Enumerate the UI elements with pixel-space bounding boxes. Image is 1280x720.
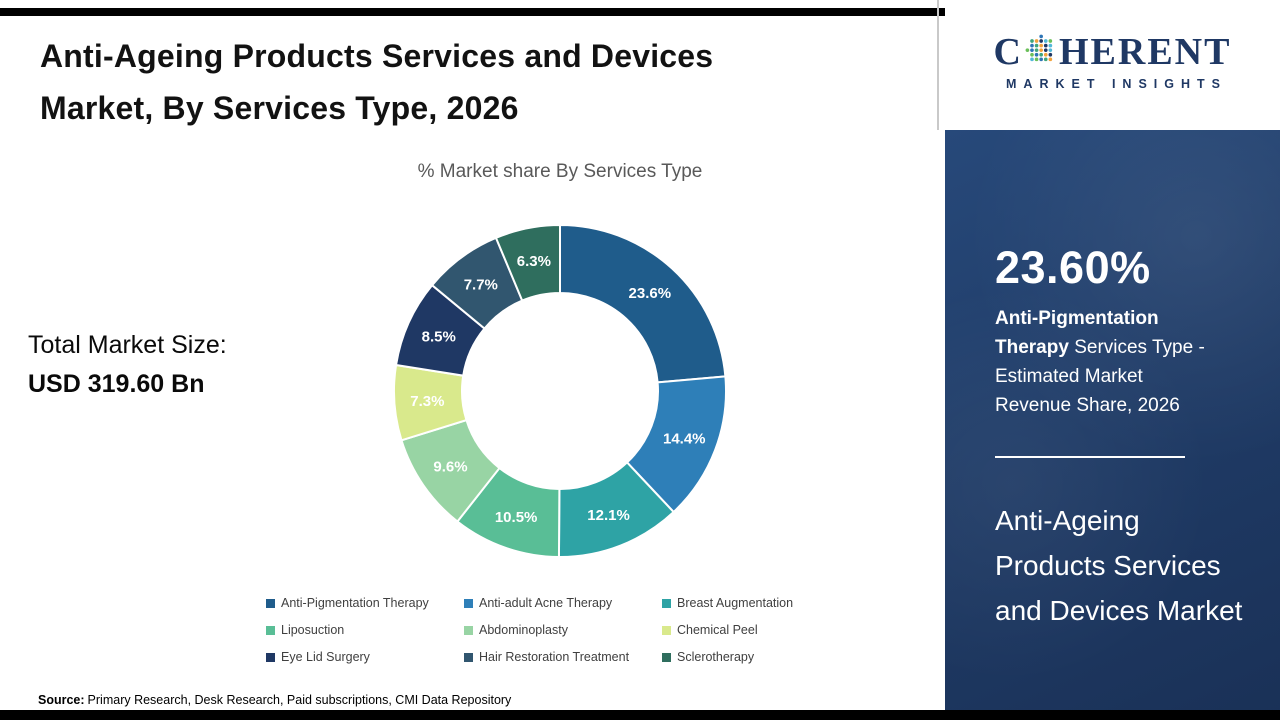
page-title-line1: Anti-Ageing Products Services and Device… — [40, 38, 714, 74]
sidebar-panel: C HERENT MARKET INSIGHTS 23.60% Anti-Pigm… — [937, 0, 1280, 720]
donut-label-3: 12.1% — [587, 507, 630, 524]
donut-label-1: 23.6% — [629, 285, 672, 302]
logo-text-start: C — [993, 31, 1023, 73]
brand-wordmark: C HERENT — [945, 32, 1280, 72]
stat-rest: Services Type - Estimated Market Revenue… — [995, 337, 1205, 416]
legend-item-2: Anti-adult Acne Therapy — [464, 596, 662, 610]
donut-segment-9 — [494, 223, 561, 302]
market-name: Anti-Ageing Products Services and Device… — [995, 505, 1243, 626]
legend-swatch-6 — [662, 625, 671, 635]
legend-label-6: Chemical Peel — [677, 623, 758, 637]
brand-logo: C HERENT MARKET INSIGHTS — [945, 0, 1280, 130]
legend-swatch-8 — [464, 652, 473, 662]
legend-swatch-3 — [662, 598, 671, 608]
brand-tagline: MARKET INSIGHTS — [1006, 77, 1227, 91]
coherent-globe-icon — [1024, 33, 1058, 67]
legend-swatch-9 — [662, 652, 671, 662]
chart-legend: Anti-Pigmentation Therapy Anti-adult Acne… — [266, 596, 860, 664]
source-note: Source: Primary Research, Desk Research, … — [38, 693, 511, 707]
legend-swatch-7 — [266, 652, 275, 662]
legend-item-9: Sclerotherapy — [662, 650, 860, 664]
donut-label-5: 9.6% — [433, 459, 467, 476]
source-label: Source: — [38, 693, 85, 707]
legend-item-4: Liposuction — [266, 623, 464, 637]
legend-item-8: Hair Restoration Treatment — [464, 650, 662, 664]
donut-label-6: 7.3% — [410, 393, 444, 410]
page-title: Anti-Ageing Products Services and Device… — [40, 30, 713, 134]
donut-chart: 23.6% 14.4% 12.1% 10.5% 9.6% 7.3% 8.5% 7.7% 6.3% — [393, 223, 727, 559]
legend-label-5: Abdominoplasty — [479, 623, 568, 637]
donut-label-8: 7.7% — [464, 276, 498, 293]
stat-description: Anti-Pigmentation Therapy Services Type … — [995, 304, 1220, 420]
donut-label-7: 8.5% — [422, 329, 456, 346]
legend-swatch-1 — [266, 598, 275, 608]
donut-label-4: 10.5% — [495, 509, 538, 526]
sidebar-divider — [995, 456, 1185, 458]
source-text: Primary Research, Desk Research, Paid su… — [87, 693, 512, 707]
total-market-label: Total Market Size: — [28, 331, 227, 359]
legend-label-4: Liposuction — [281, 623, 345, 637]
donut-segment-1 — [559, 223, 727, 384]
legend-label-1: Anti-Pigmentation Therapy — [281, 596, 429, 610]
bottom-accent-bar — [0, 710, 1280, 720]
sidebar-content: 23.60% Anti-Pigmentation Therapy Service… — [945, 130, 1280, 720]
stat-highlight: Anti-Pigmentation Therapy — [995, 308, 1159, 358]
donut-label-9: 6.3% — [517, 253, 551, 270]
legend-swatch-5 — [464, 625, 473, 635]
legend-item-3: Breast Augmentation — [662, 596, 860, 610]
chart-title: % Market share By Services Type — [417, 161, 703, 182]
legend-swatch-4 — [266, 625, 275, 635]
legend-item-7: Eye Lid Surgery — [266, 650, 464, 664]
logo-text-end: HERENT — [1058, 31, 1232, 73]
legend-label-9: Sclerotherapy — [677, 650, 755, 664]
legend-label-3: Breast Augmentation — [677, 596, 794, 610]
legend-label-7: Eye Lid Surgery — [281, 650, 370, 664]
legend-item-5: Abdominoplasty — [464, 623, 662, 637]
donut-label-2: 14.4% — [663, 431, 706, 448]
vertical-divider — [937, 0, 939, 130]
legend-label-2: Anti-adult Acne Therapy — [479, 596, 613, 610]
top-accent-bar — [0, 8, 945, 16]
legend-swatch-2 — [464, 598, 473, 608]
stat-value: 23.60% — [995, 242, 1151, 293]
legend-item-6: Chemical Peel — [662, 623, 860, 637]
legend-label-8: Hair Restoration Treatment — [479, 650, 630, 664]
total-market-value: USD 319.60 Bn — [28, 370, 205, 398]
page-title-line2: Market, By Services Type, 2026 — [40, 90, 519, 126]
total-market-size: Total Market Size: USD 319.60 Bn — [28, 326, 227, 404]
legend-item-1: Anti-Pigmentation Therapy — [266, 596, 464, 610]
